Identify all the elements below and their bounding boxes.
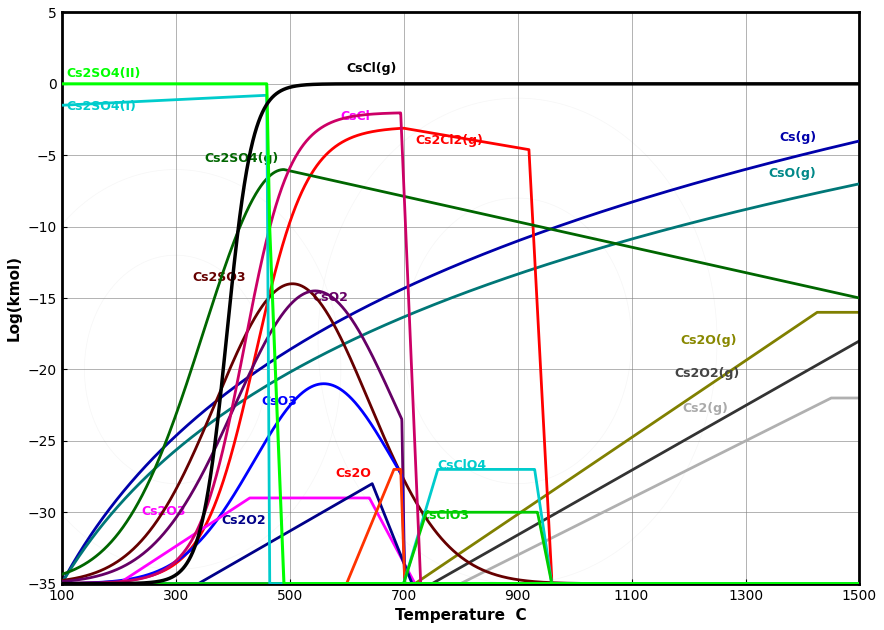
- Text: CsO(g): CsO(g): [768, 167, 816, 180]
- Text: CsClO4: CsClO4: [438, 459, 487, 472]
- Y-axis label: Log(kmol): Log(kmol): [7, 255, 22, 341]
- Text: CsO3: CsO3: [261, 395, 297, 408]
- Text: Cs2SO4(II): Cs2SO4(II): [66, 67, 141, 80]
- Text: Cs2SO4(I): Cs2SO4(I): [66, 100, 136, 113]
- Text: Cs2O2(g): Cs2O2(g): [674, 367, 740, 380]
- Text: CsO2: CsO2: [312, 291, 348, 304]
- Text: Cs2(g): Cs2(g): [682, 403, 728, 415]
- Text: Cs(g): Cs(g): [780, 131, 817, 144]
- Text: Cs2Cl2(g): Cs2Cl2(g): [415, 134, 483, 147]
- Text: Cs2O(g): Cs2O(g): [680, 334, 736, 347]
- Text: CsClO3: CsClO3: [421, 510, 469, 522]
- Text: Cs2O3: Cs2O3: [141, 505, 186, 518]
- Text: CsCl(g): CsCl(g): [347, 62, 397, 76]
- Text: CsCl: CsCl: [341, 110, 370, 123]
- X-axis label: Temperature  C: Temperature C: [395, 608, 526, 623]
- Text: Cs2SO4(g): Cs2SO4(g): [204, 152, 278, 166]
- Text: Cs2SO3: Cs2SO3: [193, 271, 246, 284]
- Text: Cs2O: Cs2O: [335, 467, 371, 479]
- Text: Cs2O2: Cs2O2: [221, 513, 266, 527]
